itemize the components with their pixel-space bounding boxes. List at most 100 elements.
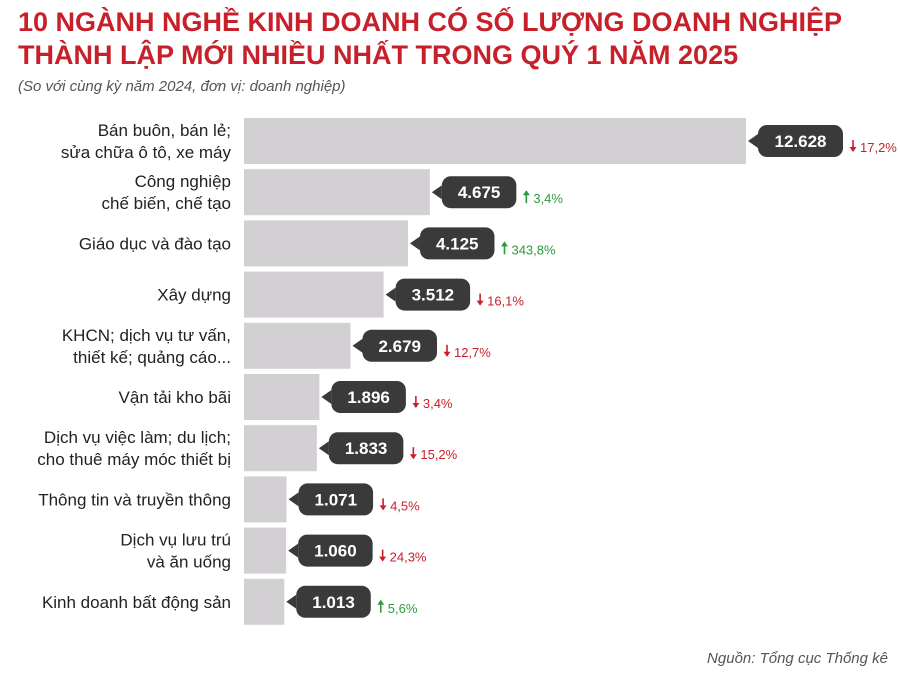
- bar: [244, 118, 746, 164]
- category-label: Kinh doanh bất động sản: [42, 593, 231, 612]
- bar: [244, 527, 287, 574]
- bar: [244, 374, 320, 420]
- bar-group: Vận tải kho bãi 1.896 3,4%: [119, 374, 453, 420]
- value-bubble: [419, 227, 495, 260]
- category-label-line: Dịch vụ lưu trú: [120, 531, 231, 550]
- change-label: 16,1%: [487, 294, 524, 309]
- title-line-2: THÀNH LẬP MỚI NHIỀU NHẤT TRONG QUÝ 1 NĂM…: [18, 40, 739, 70]
- arrow-down-icon: [412, 396, 420, 408]
- value-bubble-pointer: [748, 134, 758, 148]
- arrow-up-icon: [500, 241, 508, 255]
- category-label-line: sửa chữa ô tô, xe máy: [61, 143, 232, 162]
- category-label-line: Giáo dục và đào tạo: [79, 234, 231, 253]
- bar-group: Dịch vụ việc làm; du lịch; cho thuê máy m…: [37, 425, 458, 472]
- change-label: 15,2%: [420, 447, 457, 462]
- change-label: 3,4%: [423, 396, 453, 411]
- category-label-line: cho thuê máy móc thiết bị: [37, 450, 231, 469]
- value-bubble-pointer: [409, 236, 420, 251]
- change-label: 17,2%: [860, 140, 897, 155]
- bar: [244, 578, 285, 625]
- bar-group: Bán buôn, bán lẻ; sửa chữa ô tô, xe máy 12…: [61, 118, 897, 164]
- arrow-down-icon: [849, 140, 857, 152]
- category-label: Bán buôn, bán lẻ; sửa chữa ô tô, xe máy: [61, 121, 232, 162]
- value-bubble-pointer: [385, 287, 396, 302]
- value-label: 3.512: [412, 286, 455, 305]
- change-label: 24,3%: [390, 550, 427, 565]
- change-label: 5,6%: [388, 601, 418, 616]
- value-bubble-pointer: [288, 492, 299, 507]
- bar: [244, 169, 430, 216]
- value-bubble-pointer: [352, 338, 363, 353]
- value-label: 4.125: [436, 234, 479, 253]
- chart-title: 10 NGÀNH NGHỀ KINH DOANH CÓ SỐ LƯỢNG DOA…: [18, 6, 888, 72]
- category-label-line: Dịch vụ việc làm; du lịch;: [44, 428, 231, 447]
- chart-subtitle: (So với cùng kỳ năm 2024, đơn vị: doanh …: [18, 78, 346, 95]
- bar-group: Công nghiệp chế biến, chế tạo 4.675 3,4%: [102, 169, 563, 216]
- value-label: 2.679: [378, 337, 421, 356]
- bar: [244, 322, 351, 369]
- bar: [244, 476, 287, 523]
- category-label-line: Công nghiệp: [135, 172, 231, 191]
- change-label: 12,7%: [454, 345, 491, 360]
- change-label: 4,5%: [390, 498, 420, 513]
- value-label: 1.896: [347, 388, 390, 407]
- category-label: Giáo dục và đào tạo: [79, 234, 231, 253]
- value-bubble: [441, 176, 517, 209]
- bar: [244, 271, 384, 318]
- arrow-down-icon: [379, 498, 387, 511]
- category-label-line: Kinh doanh bất động sản: [42, 593, 231, 612]
- value-bubble-pointer: [286, 594, 297, 609]
- category-label: Xây dựng: [157, 286, 231, 305]
- value-bubble-pointer: [288, 543, 299, 558]
- title-line-1: 10 NGÀNH NGHỀ KINH DOANH CÓ SỐ LƯỢNG DOA…: [18, 7, 842, 37]
- value-label: 1.833: [345, 439, 388, 458]
- category-label-line: và ăn uống: [147, 553, 231, 572]
- value-bubble: [758, 125, 843, 157]
- source-note: Nguồn: Tổng cục Thống kê: [707, 650, 888, 667]
- value-label: 4.675: [458, 183, 501, 202]
- bar-group: Kinh doanh bất động sản 1.013 5,6%: [42, 578, 418, 625]
- value-bubble: [331, 381, 406, 413]
- bar: [244, 425, 317, 472]
- value-bubble: [296, 585, 371, 618]
- category-label: Vận tải kho bãi: [119, 388, 231, 407]
- value-label: 12.628: [775, 132, 827, 151]
- value-bubble-pointer: [318, 441, 329, 456]
- bar-group: Dịch vụ lưu trú và ăn uống 1.060 24,3%: [120, 527, 427, 574]
- category-label-line: Xây dựng: [157, 286, 231, 305]
- value-bubble-pointer: [321, 390, 332, 404]
- value-bubble-pointer: [431, 185, 442, 200]
- value-bubble: [298, 534, 373, 567]
- change-label: 343,8%: [511, 242, 556, 257]
- bar-group: KHCN; dịch vụ tư vấn, thiết kế; quảng cáo…: [62, 322, 491, 369]
- bar-group: Giáo dục và đào tạo 4.125 343,8%: [79, 220, 556, 267]
- arrow-down-icon: [409, 447, 417, 460]
- category-label-line: chế biến, chế tạo: [102, 194, 231, 213]
- arrow-up-icon: [522, 190, 530, 204]
- category-label-line: KHCN; dịch vụ tư vấn,: [62, 326, 231, 345]
- category-label-line: Thông tin và truyền thông: [38, 490, 231, 509]
- value-label: 1.060: [314, 542, 357, 561]
- bar-group: Xây dựng 3.512 16,1%: [157, 271, 524, 318]
- bar-group: Thông tin và truyền thông 1.071 4,5%: [38, 476, 420, 523]
- change-label: 3,4%: [533, 191, 563, 206]
- arrow-down-icon: [443, 344, 451, 357]
- category-label: Công nghiệp chế biến, chế tạo: [102, 172, 231, 213]
- category-label-line: Vận tải kho bãi: [119, 388, 231, 407]
- category-label-line: thiết kế; quảng cáo...: [73, 348, 231, 367]
- arrow-down-icon: [379, 549, 387, 562]
- value-label: 1.013: [312, 593, 355, 612]
- value-bubble: [362, 329, 437, 362]
- bar: [244, 220, 408, 267]
- arrow-down-icon: [476, 293, 484, 306]
- value-bubble: [298, 483, 374, 516]
- category-label: Thông tin và truyền thông: [38, 490, 231, 509]
- category-label: Dịch vụ lưu trú và ăn uống: [120, 531, 231, 572]
- category-label: KHCN; dịch vụ tư vấn, thiết kế; quảng cáo…: [62, 326, 231, 367]
- category-label: Dịch vụ việc làm; du lịch; cho thuê máy m…: [37, 428, 231, 469]
- value-label: 1.071: [315, 490, 358, 509]
- category-label-line: Bán buôn, bán lẻ;: [98, 121, 231, 140]
- arrow-up-icon: [377, 599, 385, 613]
- value-bubble: [328, 432, 404, 465]
